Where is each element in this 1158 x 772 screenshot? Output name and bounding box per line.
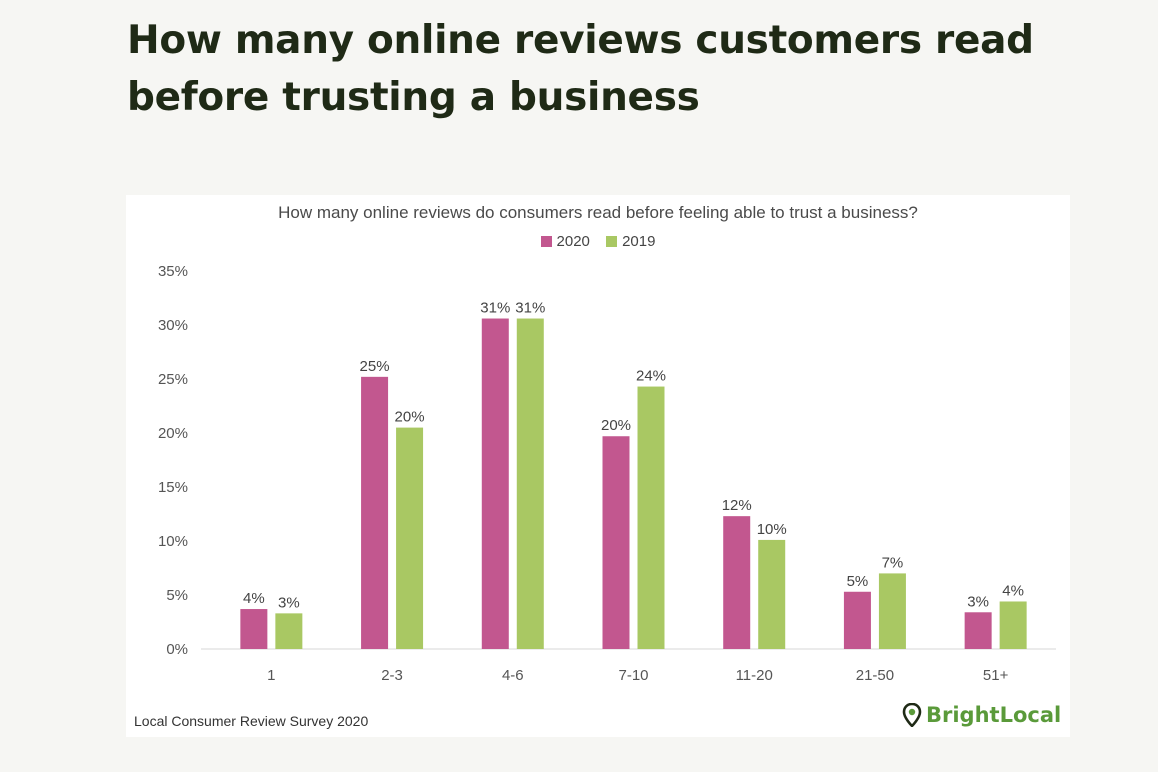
data-label: 3% <box>967 593 989 610</box>
bar-2020-11-20 <box>723 516 751 649</box>
x-tick-label: 7-10 <box>618 667 648 684</box>
bar-2019-1 <box>275 613 303 649</box>
x-tick-label: 21-50 <box>856 667 894 684</box>
y-tick-label: 15% <box>158 479 188 496</box>
data-label: 4% <box>243 590 265 607</box>
data-label: 7% <box>882 554 904 571</box>
legend-label-2020: 2020 <box>556 233 590 250</box>
legend-label-2019: 2019 <box>622 233 656 250</box>
bar-2020-4-6 <box>481 318 509 649</box>
bar-2019-2-3 <box>396 427 424 649</box>
y-tick-label: 20% <box>158 425 188 442</box>
y-tick-label: 10% <box>158 533 188 550</box>
bar-2020-2-3 <box>361 376 389 649</box>
y-tick-label: 25% <box>158 371 188 388</box>
source-note: Local Consumer Review Survey 2020 <box>134 713 369 729</box>
y-tick-label: 5% <box>166 587 188 604</box>
bar-2019-11-20 <box>758 539 786 649</box>
legend-item-2020: 2020 <box>540 233 590 250</box>
data-label: 12% <box>722 497 752 514</box>
data-label: 20% <box>395 409 425 426</box>
legend-swatch-2020 <box>540 236 552 247</box>
chart-card: How many online reviews do consumers rea… <box>126 195 1070 737</box>
x-tick-label: 11-20 <box>736 667 773 684</box>
map-pin-icon <box>902 703 922 727</box>
page-headline: How many online reviews customers read b… <box>127 18 1034 120</box>
brand-name: BrightLocal <box>926 703 1062 727</box>
data-label: 25% <box>360 358 390 375</box>
data-label: 5% <box>847 573 869 590</box>
x-tick-label: 51+ <box>983 667 1009 684</box>
y-tick-label: 30% <box>158 317 188 334</box>
x-tick-label: 4-6 <box>502 667 524 684</box>
chart-title: How many online reviews do consumers rea… <box>278 203 918 222</box>
bar-2019-21-50 <box>878 573 906 649</box>
data-label: 4% <box>1002 582 1024 599</box>
bar-2020-1 <box>240 609 268 649</box>
bar-2019-51+ <box>999 601 1027 649</box>
bar-2020-51+ <box>964 612 992 649</box>
legend-item-2019: 2019 <box>606 233 655 250</box>
brand-logo: BrightLocal <box>902 703 1061 727</box>
bar-2019-7-10 <box>637 386 665 649</box>
x-tick-label: 1 <box>267 667 275 684</box>
data-label: 31% <box>515 300 545 317</box>
data-label: 10% <box>757 521 787 538</box>
data-label: 20% <box>601 417 631 434</box>
y-tick-label: 35% <box>158 263 188 280</box>
data-label: 3% <box>278 594 300 611</box>
legend-swatch-2019 <box>606 236 618 247</box>
y-tick-label: 0% <box>166 641 188 658</box>
bar-2020-7-10 <box>602 436 630 649</box>
bar-chart: 0% 5% 10% 15% 20% 25% 30% 35% 4% 3% 1 25% 20% 2-3 31% 3… <box>158 263 1056 684</box>
bar-2019-4-6 <box>516 318 544 649</box>
data-label: 31% <box>480 300 510 317</box>
chart-legend: 2020 2019 <box>126 233 1070 250</box>
x-tick-label: 2-3 <box>381 667 403 684</box>
bar-2020-21-50 <box>843 591 871 649</box>
data-label: 24% <box>636 368 666 385</box>
